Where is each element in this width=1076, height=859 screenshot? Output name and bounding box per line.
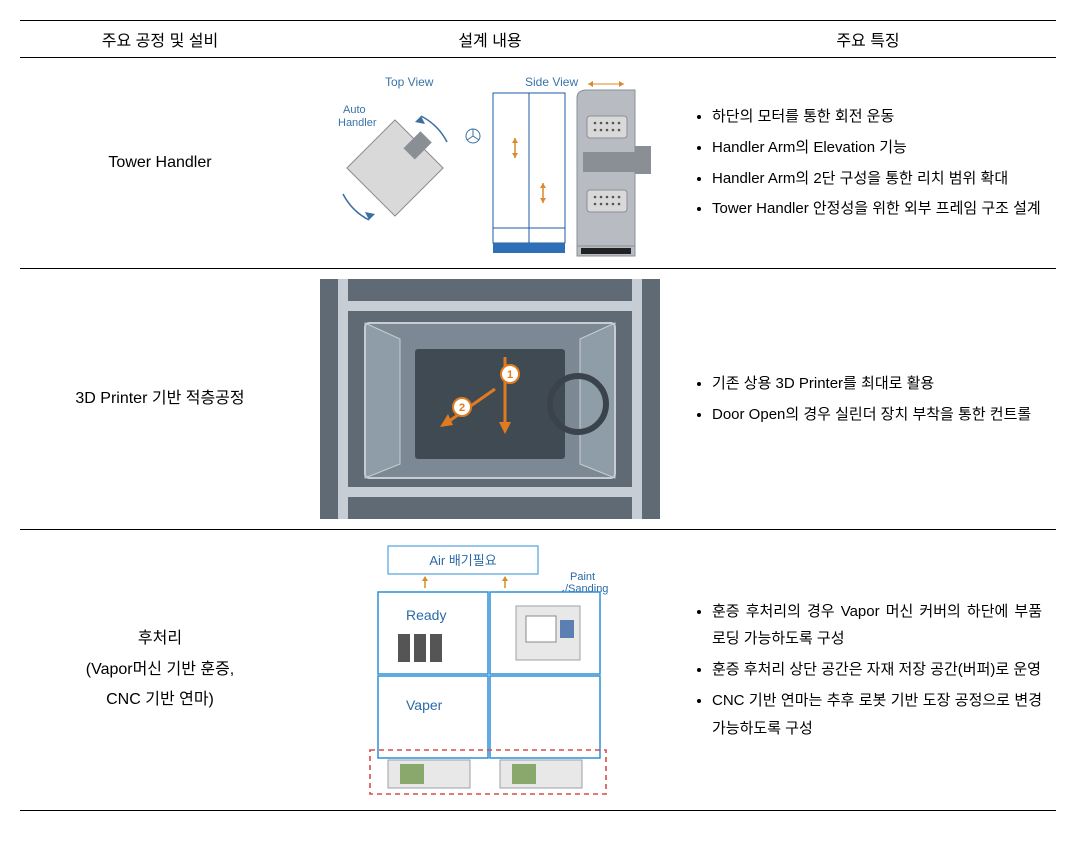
door-right [580, 323, 615, 478]
rotation-arc-left [343, 194, 369, 220]
tri-symbol [466, 129, 480, 143]
list-item: Handler Arm의 2단 구성을 통한 리치 범위 확대 [712, 165, 1042, 193]
frame-beam-top [338, 301, 642, 311]
vaper-label: Vaper [406, 697, 443, 713]
side-base-slots [581, 248, 631, 254]
r3-features: 훈증 후처리의 경우 Vapor 머신 커버의 하단에 부품 로딩 가능하도록 … [680, 530, 1056, 811]
list-item: CNC 기반 연마는 추후 로봇 기반 도장 공정으로 변경 가능하도록 구성 [712, 687, 1042, 743]
spec-table: 주요 공정 및 설비 설계 내용 주요 특징 Tower Handler Top… [20, 20, 1056, 811]
ready-bar [430, 634, 442, 662]
header-row: 주요 공정 및 설비 설계 내용 주요 특징 [20, 21, 1056, 58]
list-item: 기존 상용 3D Printer를 최대로 활용 [712, 370, 1042, 398]
side-panel-a [587, 116, 627, 138]
r2-features: 기존 상용 3D Printer를 최대로 활용 Door Open의 경우 실… [680, 269, 1056, 530]
vaper-cell [378, 676, 488, 758]
ready-bar [398, 634, 410, 662]
front-base-bar [493, 243, 565, 253]
cnc-window [526, 616, 556, 642]
r2-diagram-cell: 1 2 [300, 269, 680, 530]
auto-handler-label-2: Handler [338, 117, 377, 129]
ready-bar [414, 634, 426, 662]
r1-name: Tower Handler [20, 58, 300, 269]
list-item: 하단의 모터를 통한 회전 운동 [712, 103, 1042, 131]
auto-handler-label-1: Auto [343, 104, 366, 116]
r3-name: 후처리 (Vapor머신 기반 훈증, CNC 기반 연마) [20, 530, 300, 811]
bm1-part [400, 764, 424, 784]
side-arm-mid [583, 152, 635, 172]
r1-diagram-cell: Top View Side View Auto Handler [300, 58, 680, 269]
frame-post-left [338, 279, 348, 519]
bm2-part [512, 764, 536, 784]
r2-name: 3D Printer 기반 적층공정 [20, 269, 300, 530]
list-item: 훈증 후처리의 경우 Vapor 머신 커버의 하단에 부품 로딩 가능하도록 … [712, 598, 1042, 654]
r2-feature-list: 기존 상용 3D Printer를 최대로 활용 Door Open의 경우 실… [694, 370, 1042, 429]
post-process-diagram: Air 배기필요 Paint /Sanding Ready [340, 540, 640, 800]
list-item: 훈증 후처리 상단 공간은 자재 저장 공간(버퍼)로 운영 [712, 656, 1042, 684]
list-item: Handler Arm의 Elevation 기능 [712, 134, 1042, 162]
frame-post-right [632, 279, 642, 519]
r3-name-l3: CNC 기반 연마) [106, 691, 214, 708]
row-3d-printer: 3D Printer 기반 적층공정 [20, 269, 1056, 530]
list-item: Tower Handler 안정성을 위한 외부 프레임 구조 설계 [712, 195, 1042, 223]
inner-chamber [415, 349, 565, 459]
side-view-label: Side View [525, 75, 578, 89]
row-tower-handler: Tower Handler Top View Side View Auto Ha… [20, 58, 1056, 269]
marker-2-label: 2 [459, 402, 465, 414]
header-c1: 주요 공정 및 설비 [20, 21, 300, 58]
printer-diagram: 1 2 [320, 279, 660, 519]
r1-features: 하단의 모터를 통한 회전 운동 Handler Arm의 Elevation … [680, 58, 1056, 269]
ready-label: Ready [406, 607, 446, 623]
side-mount [635, 146, 651, 174]
top-view-label: Top View [385, 75, 434, 89]
air-label: Air 배기필요 [429, 553, 496, 568]
r1-feature-list: 하단의 모터를 통한 회전 운동 Handler Arm의 Elevation … [694, 103, 1042, 223]
door-left [365, 323, 400, 478]
header-c3: 주요 특징 [680, 21, 1056, 58]
side-panel-b [587, 190, 627, 212]
r3-name-l2: (Vapor머신 기반 훈증, [86, 661, 235, 678]
r3-name-l1: 후처리 [138, 630, 182, 647]
row-post-process: 후처리 (Vapor머신 기반 훈증, CNC 기반 연마) Air 배기필요 … [20, 530, 1056, 811]
header-c2: 설계 내용 [300, 21, 680, 58]
tower-handler-diagram: Top View Side View Auto Handler [325, 68, 655, 258]
paint-label-1: Paint [570, 571, 595, 583]
r3-feature-list: 훈증 후처리의 경우 Vapor 머신 커버의 하단에 부품 로딩 가능하도록 … [694, 598, 1042, 743]
empty-cell [490, 676, 600, 758]
list-item: Door Open의 경우 실린더 장치 부착을 통한 컨트롤 [712, 401, 1042, 429]
frame-beam-bottom [338, 487, 642, 497]
r3-diagram-cell: Air 배기필요 Paint /Sanding Ready [300, 530, 680, 811]
handler-top-plan [347, 120, 443, 216]
marker-1-label: 1 [507, 369, 513, 381]
cnc-screen [560, 620, 574, 638]
